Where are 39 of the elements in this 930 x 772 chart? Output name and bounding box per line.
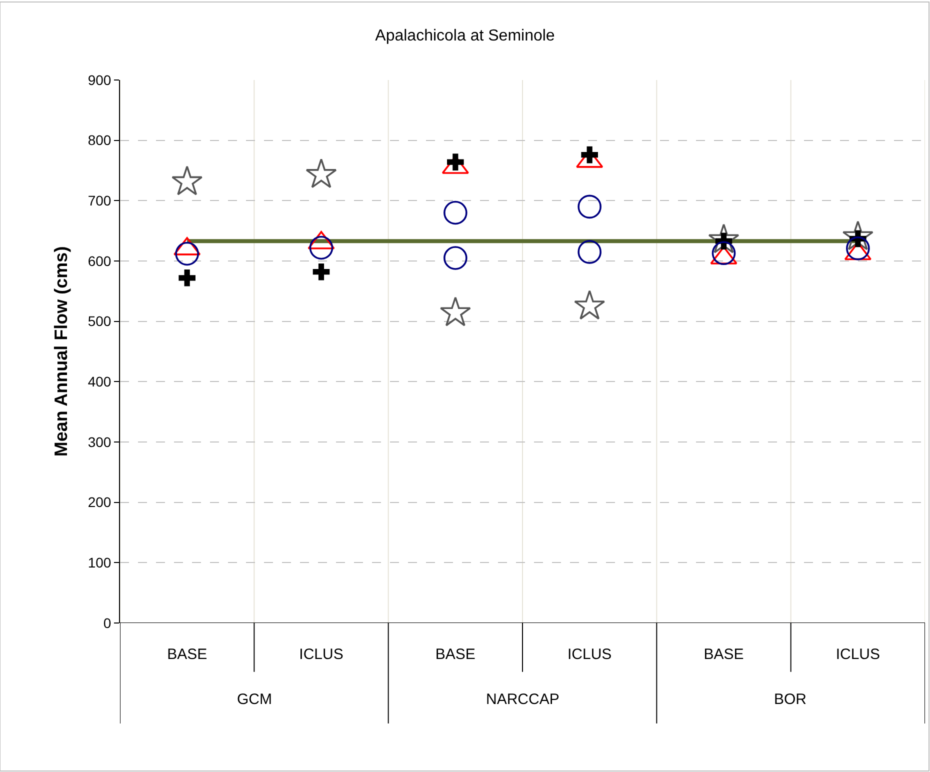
point [175,242,199,266]
text: NARCCAP [486,691,560,708]
y-tick-label: 700 [88,192,112,209]
x-tick-label: BASE [435,646,476,663]
point [444,200,468,225]
y-axis-title: Mean Annual Flow (cms) [51,246,72,457]
y-tick-label: 100 [88,554,112,571]
point [578,194,602,219]
point [578,240,602,264]
x-tick-label: ICLUS [299,646,344,663]
y-tick-label: 800 [88,132,112,148]
y-tick-label: 500 [88,313,112,330]
point [306,158,337,188]
point [581,146,598,164]
y-tick-label: 400 [88,374,112,390]
text: GCM [237,691,272,708]
y-tick-label: 200 [88,494,112,510]
x-tick-label: BASE [704,646,744,663]
point [444,246,468,270]
point [846,236,870,260]
point [708,224,740,254]
chart-title: Apalachicola at Seminole [375,27,555,44]
x-tick-label: BASE [167,646,208,663]
point [309,236,334,260]
y-tick-label: 0 [103,614,112,631]
text: BOR [774,691,807,708]
point [574,290,606,320]
y-tick-label: 600 [88,252,112,269]
point [178,269,196,286]
point [172,166,203,196]
point [712,241,736,266]
y-tick-label: 900 [88,72,112,88]
x-tick-label: ICLUS [567,646,612,663]
point [447,154,464,170]
y-tick-label: 300 [88,434,112,450]
point [440,296,471,326]
point [312,263,330,280]
point [842,220,874,250]
x-tick-label: ICLUS [836,646,880,663]
